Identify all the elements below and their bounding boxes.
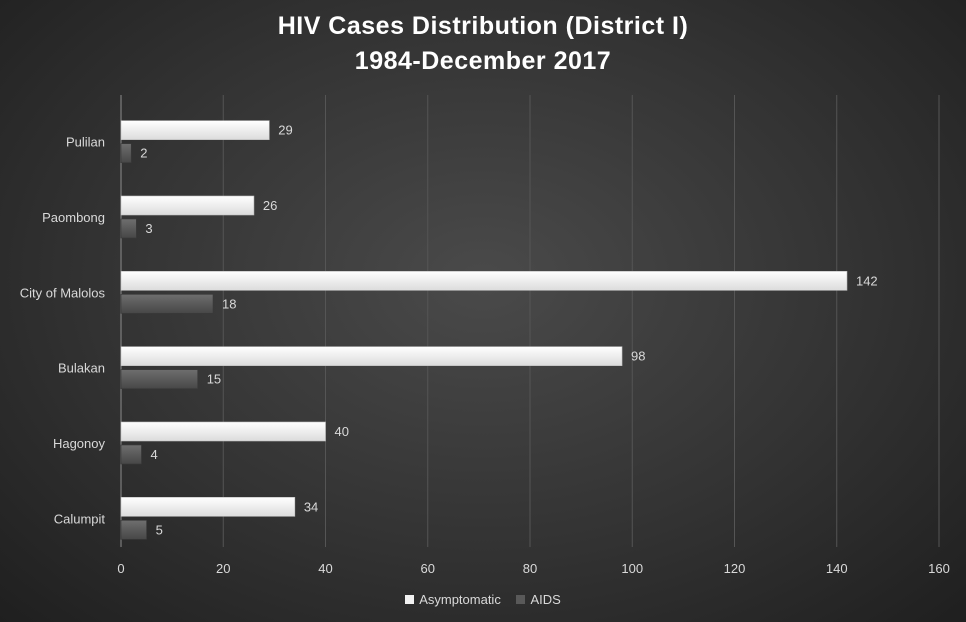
x-tick-label: 0 <box>117 561 124 576</box>
bar-aids-hagonoy <box>120 444 142 465</box>
data-label-asymptomatic-pulilan: 29 <box>278 123 292 138</box>
bar-aids-city-of-malolos <box>120 294 214 314</box>
x-tick-label: 100 <box>621 561 643 576</box>
category-label-city-of-malolos: City of Malolos <box>20 285 106 300</box>
x-tick-label: 40 <box>318 561 332 576</box>
legend-swatch-aids <box>516 595 526 604</box>
legend-label-aids: AIDS <box>530 592 561 607</box>
bar-asymptomatic-calumpit <box>120 497 296 517</box>
chart-title: HIV Cases Distribution (District I) <box>277 12 689 40</box>
data-label-asymptomatic-city-of-malolos: 142 <box>856 273 878 288</box>
data-label-aids-calumpit: 5 <box>156 522 163 537</box>
data-label-aids-city-of-malolos: 18 <box>222 296 236 311</box>
legend-item-asymptomatic: Asymptomatic <box>405 592 501 607</box>
category-label-hagonoy: Hagonoy <box>53 436 106 451</box>
category-label-bulakan: Bulakan <box>58 361 105 376</box>
bar-asymptomatic-pulilan <box>120 120 270 140</box>
data-label-aids-bulakan: 15 <box>207 372 221 387</box>
data-label-asymptomatic-paombong: 26 <box>263 198 277 213</box>
category-label-paombong: Paombong <box>42 210 105 225</box>
legend-label-asymptomatic: Asymptomatic <box>419 592 501 607</box>
x-tick-label: 140 <box>826 561 848 576</box>
legend-swatch-asymptomatic <box>405 595 415 604</box>
x-tick-label: 160 <box>928 561 950 576</box>
bar-asymptomatic-bulakan <box>120 346 623 366</box>
data-label-asymptomatic-bulakan: 98 <box>631 349 645 364</box>
bar-aids-calumpit <box>120 520 147 540</box>
bar-asymptomatic-paombong <box>120 195 255 216</box>
bar-aids-bulakan <box>120 369 198 389</box>
data-label-aids-paombong: 3 <box>145 221 152 236</box>
bar-aids-pulilan <box>120 143 132 163</box>
chart-subtitle: 1984-December 2017 <box>354 47 612 75</box>
bar-asymptomatic-hagonoy <box>120 421 326 442</box>
x-tick-label: 120 <box>724 561 746 576</box>
x-tick-label: 60 <box>421 561 435 576</box>
data-label-aids-hagonoy: 4 <box>150 447 157 462</box>
data-label-aids-pulilan: 2 <box>140 146 147 161</box>
bar-aids-paombong <box>120 218 137 239</box>
data-label-asymptomatic-hagonoy: 40 <box>335 424 349 439</box>
category-label-pulilan: Pulilan <box>66 135 105 150</box>
category-label-calumpit: Calumpit <box>54 511 106 526</box>
x-tick-label: 80 <box>523 561 537 576</box>
data-label-asymptomatic-calumpit: 34 <box>304 499 318 514</box>
legend: Asymptomatic AIDS <box>0 592 966 607</box>
x-tick-label: 20 <box>216 561 230 576</box>
legend-item-aids: AIDS <box>516 592 561 607</box>
bar-asymptomatic-city-of-malolos <box>120 271 848 291</box>
